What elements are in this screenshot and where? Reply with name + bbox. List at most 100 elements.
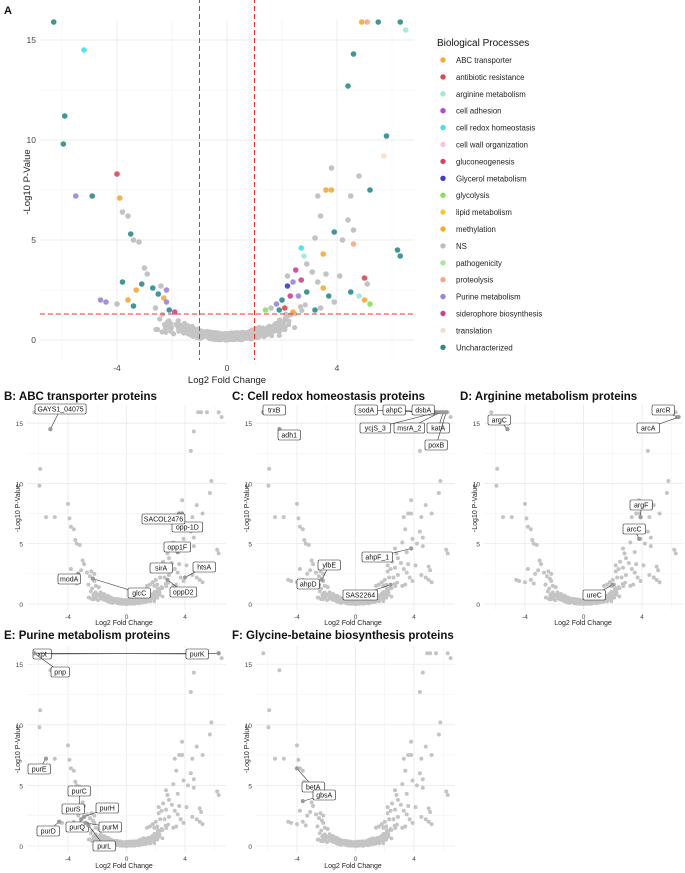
data-point xyxy=(164,807,169,812)
label-box xyxy=(171,521,203,533)
ns-point xyxy=(98,595,103,600)
data-point xyxy=(219,656,224,661)
data-point xyxy=(215,789,220,794)
data-point xyxy=(92,571,97,576)
gene-label: SAS2264 xyxy=(346,593,376,600)
label-box xyxy=(50,666,70,678)
data-point xyxy=(86,582,91,587)
data-point xyxy=(300,527,305,532)
y-tick-label: 5 xyxy=(31,235,36,245)
highlighted-point xyxy=(83,820,88,826)
panel-c-y-axis-label: -Log10 P-Value xyxy=(244,484,251,532)
ns-point xyxy=(152,831,157,836)
data-point xyxy=(433,651,438,656)
x-tick-label: -4 xyxy=(522,614,528,621)
data-point-ns xyxy=(309,269,316,275)
ns-point xyxy=(547,586,552,591)
panel-d: D: Arginine metabolism proteins -4 0 4 0 5 10… xyxy=(460,391,683,627)
gene-label: arcR xyxy=(656,408,671,415)
data-point xyxy=(654,577,659,582)
data-point xyxy=(429,511,434,516)
label-box xyxy=(61,803,85,815)
x-tick-label: -4 xyxy=(294,856,300,863)
ns-point xyxy=(317,831,322,836)
ns-point xyxy=(550,594,555,599)
data-point xyxy=(197,577,202,582)
ns-point xyxy=(218,335,224,342)
ns-point xyxy=(381,831,386,836)
data-point-uncharacterized xyxy=(383,133,390,139)
data-point xyxy=(385,569,390,574)
data-point xyxy=(325,585,330,590)
data-point xyxy=(409,498,414,503)
data-point xyxy=(313,570,318,575)
ns-point xyxy=(208,333,214,339)
ns-point xyxy=(163,823,168,828)
ns-point xyxy=(157,590,162,595)
data-point-proteolysis xyxy=(350,241,357,247)
data-point xyxy=(517,579,522,584)
ns-point xyxy=(339,599,344,603)
gene-label: msrA_2 xyxy=(397,426,421,433)
data-point xyxy=(71,768,76,773)
ns-point xyxy=(93,594,98,599)
panel-c-plot: -4 0 4 0 5 10 15 trxB adh1 sodA ahpC dsbA ycjS_3 msrA… xyxy=(245,404,455,621)
data-point xyxy=(80,800,85,805)
data-point xyxy=(177,803,182,808)
data-point xyxy=(191,785,196,790)
legend-item-label: cell redox homeostasis xyxy=(456,124,535,133)
data-point xyxy=(191,777,196,782)
legend-swatch xyxy=(440,310,446,317)
data-point xyxy=(207,491,212,496)
ns-point xyxy=(87,837,92,842)
ns-point xyxy=(176,321,183,328)
label-box xyxy=(426,422,450,434)
y-tick-label: 10 xyxy=(245,723,253,730)
data-point-uncharacterized xyxy=(138,281,145,287)
data-point-arginine-metabolism xyxy=(356,293,362,299)
data-point xyxy=(68,524,73,529)
gene-label: katA xyxy=(431,426,445,433)
data-point-glycolysis xyxy=(367,301,373,307)
data-point xyxy=(398,802,403,807)
data-point xyxy=(181,536,186,541)
legend-swatch xyxy=(440,277,446,283)
ns-point xyxy=(230,331,236,337)
data-point-abc-transporter xyxy=(116,195,123,201)
data-point xyxy=(607,580,612,585)
ns-point xyxy=(317,589,322,594)
data-point xyxy=(613,563,618,568)
ns-point xyxy=(271,328,278,334)
data-point-purine-metabolism xyxy=(163,299,170,305)
data-point xyxy=(546,569,551,574)
data-point xyxy=(522,580,527,585)
highlighted-point xyxy=(81,814,87,819)
data-point xyxy=(651,503,656,508)
data-point xyxy=(155,582,160,587)
data-point xyxy=(379,822,384,827)
x-tick-label: 4 xyxy=(335,363,340,373)
data-point xyxy=(641,563,646,568)
legend-item-label: cell adhesion xyxy=(456,107,502,116)
ns-point xyxy=(148,841,153,846)
data-point-purine-metabolism xyxy=(295,293,302,299)
data-point xyxy=(393,788,398,793)
data-point xyxy=(184,805,189,810)
data-point xyxy=(445,793,450,798)
data-point xyxy=(199,810,204,815)
panel-f-x-axis-label: Log2 Fold Change xyxy=(324,863,382,870)
data-point xyxy=(67,516,72,521)
label-box xyxy=(487,414,511,426)
ns-point xyxy=(344,839,348,843)
legend-swatch xyxy=(440,192,446,198)
data-point xyxy=(522,501,527,506)
data-point xyxy=(185,783,190,788)
data-point xyxy=(666,478,671,483)
ns-point xyxy=(159,329,165,335)
data-point xyxy=(400,825,405,830)
highlighted-point xyxy=(86,823,91,828)
ns-point xyxy=(392,582,397,586)
highlighted-point xyxy=(43,756,49,761)
data-point-uncharacterized xyxy=(61,113,68,119)
